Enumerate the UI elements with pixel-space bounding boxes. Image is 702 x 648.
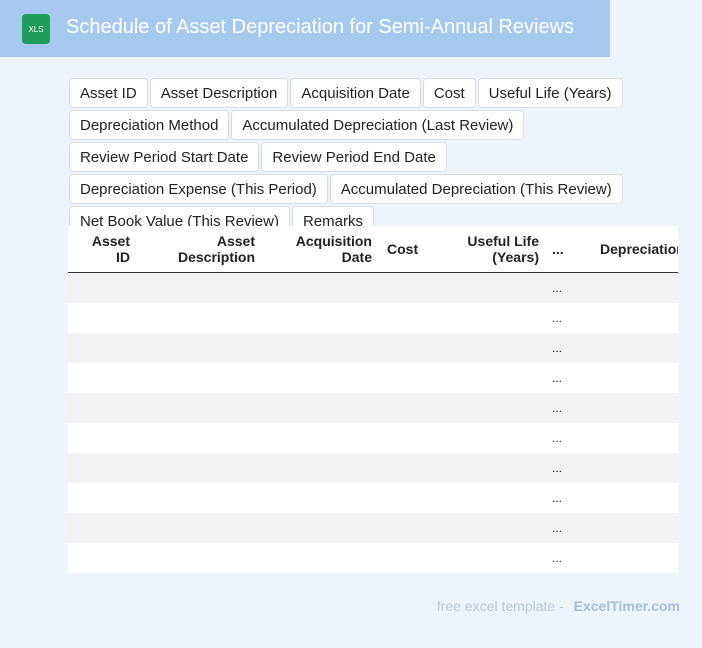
column-tag[interactable]: Asset Description bbox=[149, 78, 289, 108]
column-tag[interactable]: Useful Life (Years) bbox=[477, 78, 623, 108]
ellipsis-cell: ... bbox=[552, 371, 563, 385]
column-tag[interactable]: Asset ID bbox=[69, 78, 148, 108]
ellipsis-cell: ... bbox=[552, 551, 563, 565]
table-row: ... bbox=[68, 333, 678, 363]
footer-text: free excel template - bbox=[436, 598, 568, 614]
column-tag[interactable]: Accumulated Depreciation (Last Review) bbox=[231, 110, 525, 140]
ellipsis-cell: ... bbox=[552, 341, 563, 355]
ellipsis-cell: ... bbox=[552, 521, 563, 535]
column-tag[interactable]: Review Period Start Date bbox=[69, 142, 260, 172]
column-header: Depreciation bbox=[600, 241, 678, 257]
header-row: Asset ID Asset Description Acquisition Dat… bbox=[68, 226, 678, 273]
column-header: ... bbox=[552, 241, 564, 257]
table-row: ... bbox=[68, 303, 678, 333]
file-icon: XLS bbox=[22, 14, 50, 44]
column-tag[interactable]: Depreciation Expense (This Period) bbox=[69, 174, 328, 204]
column-tag[interactable]: Accumulated Depreciation (This Review) bbox=[329, 174, 623, 204]
ellipsis-cell: ... bbox=[552, 491, 563, 505]
table-row: ... bbox=[68, 363, 678, 393]
column-tag[interactable]: Depreciation Method bbox=[69, 110, 230, 140]
title: Schedule of Asset Depreciation for Semi-… bbox=[66, 16, 575, 38]
footer: free excel template - ExcelTimer.com bbox=[437, 598, 680, 614]
footer-brand[interactable]: ExcelTimer.com bbox=[573, 598, 680, 614]
table-row: ... bbox=[68, 423, 678, 453]
table-row: ... bbox=[68, 543, 678, 573]
table-row: ... bbox=[68, 483, 678, 513]
column-header: Asset Description bbox=[177, 233, 255, 265]
header: XLS Schedule of Asset Depreciation for S… bbox=[0, 0, 610, 57]
column-tags: Asset ID Asset Description Acquisition Dat… bbox=[69, 78, 701, 236]
ellipsis-cell: ... bbox=[552, 401, 563, 415]
column-tag[interactable]: Cost bbox=[422, 78, 476, 108]
table-row: ... bbox=[68, 513, 678, 543]
column-header: Cost bbox=[387, 241, 419, 257]
column-header: Acquisition Date bbox=[295, 233, 372, 265]
column-header: Asset ID bbox=[91, 233, 130, 265]
column-tag[interactable]: Review Period End Date bbox=[261, 142, 447, 172]
ellipsis-cell: ... bbox=[552, 461, 563, 475]
ellipsis-cell: ... bbox=[552, 281, 563, 295]
ellipsis-cell: ... bbox=[552, 311, 563, 325]
column-header: Useful Life (Years) bbox=[467, 233, 539, 265]
column-tag[interactable]: Acquisition Date bbox=[290, 78, 421, 108]
table: Asset ID Asset Description Acquisition Dat… bbox=[68, 226, 678, 573]
table-row: ... bbox=[68, 453, 678, 483]
ellipsis-cell: ... bbox=[552, 431, 563, 445]
table-row: ... bbox=[68, 273, 678, 303]
table-row: ... bbox=[68, 393, 678, 423]
